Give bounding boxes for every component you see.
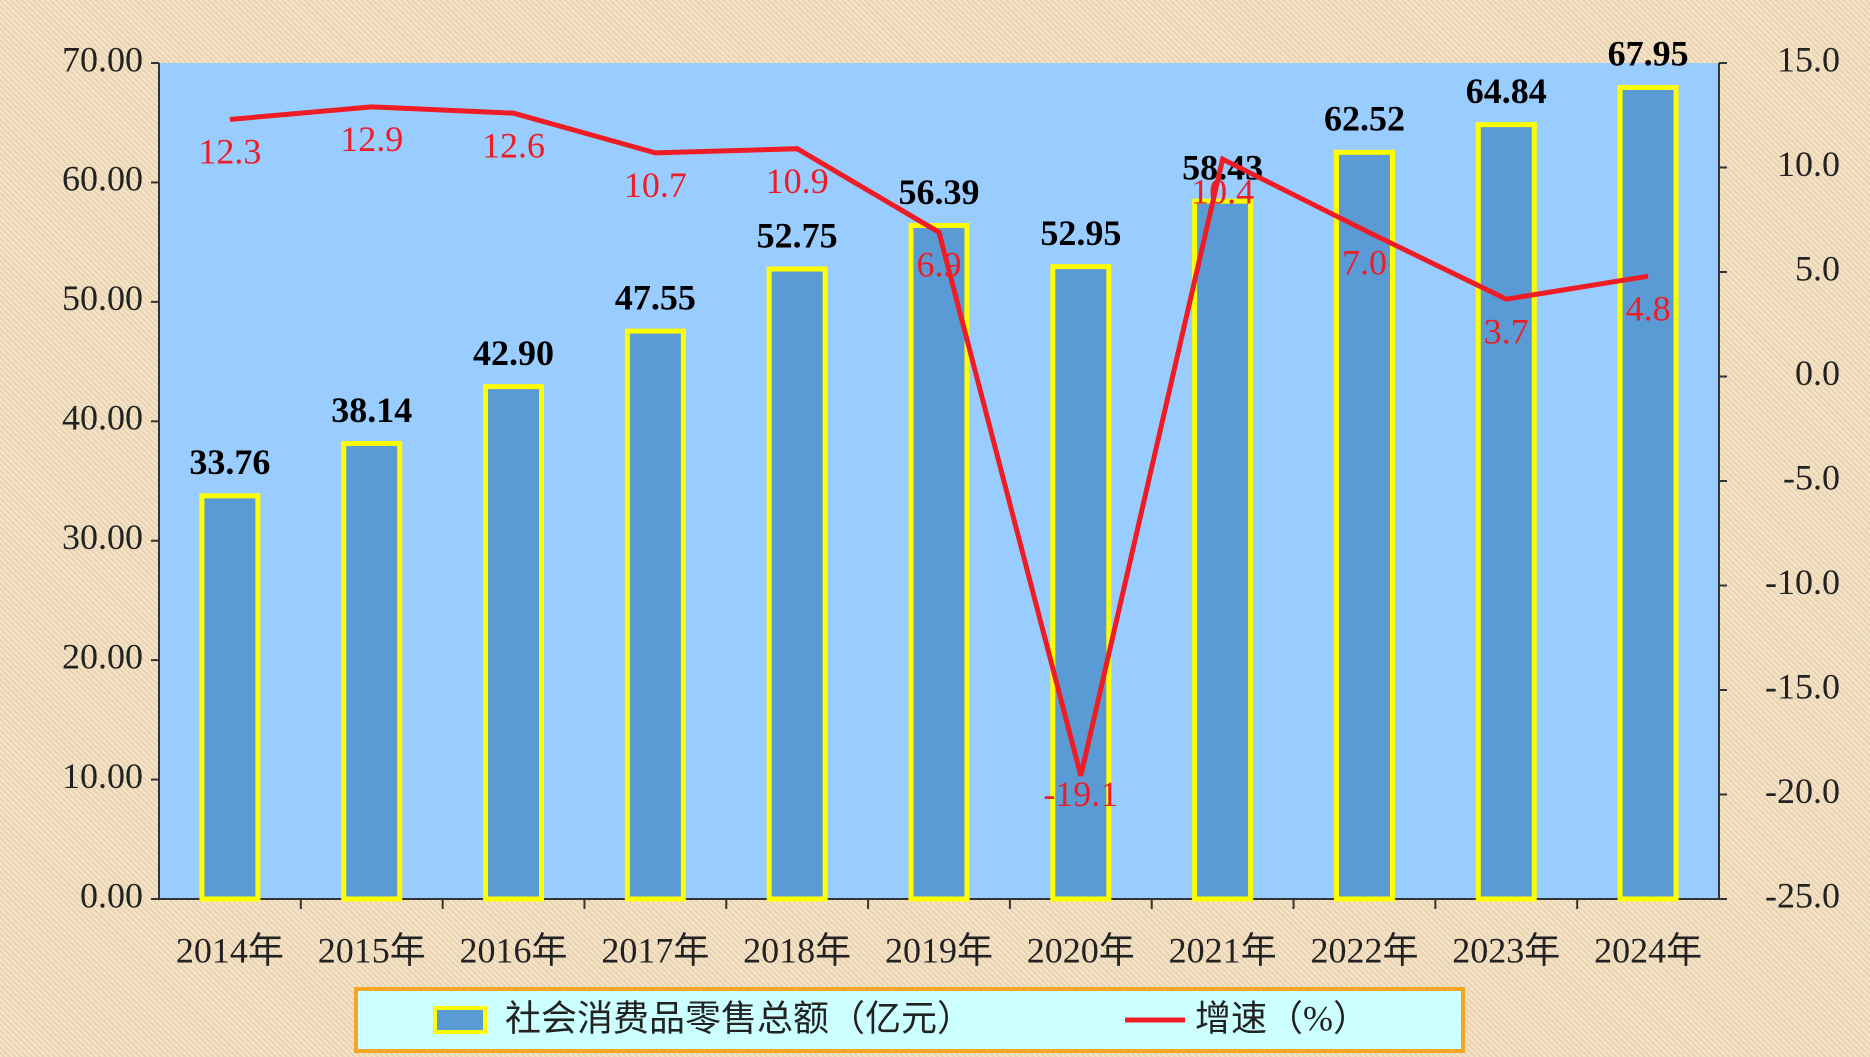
x-tick-label: 2017年 <box>601 930 709 970</box>
legend-label: 社会消费品零售总额（亿元） <box>505 998 973 1038</box>
x-tick-label: 2020年 <box>1027 930 1135 970</box>
line-value-label: 3.7 <box>1484 311 1529 351</box>
line-value-label: -19.1 <box>1043 774 1118 814</box>
line-value-label: 4.8 <box>1626 288 1671 328</box>
y-tick-label: 0.00 <box>80 875 143 915</box>
y2-tick-label: -25.0 <box>1765 875 1840 915</box>
bar-value-label: 64.84 <box>1466 71 1547 111</box>
bar-value-label: 52.95 <box>1040 213 1121 253</box>
x-tick-label: 2016年 <box>460 930 568 970</box>
bar <box>908 223 970 902</box>
y-tick-label: 10.00 <box>62 756 143 796</box>
bar-value-label: 33.76 <box>189 442 270 482</box>
bar <box>483 384 545 902</box>
legend-box <box>354 987 1465 1053</box>
y-tick-label: 40.00 <box>62 398 143 438</box>
y2-tick-label: 0.0 <box>1795 353 1840 393</box>
y2-tick-label: 10.0 <box>1777 144 1840 184</box>
line-value-label: 12.9 <box>340 119 403 159</box>
y2-tick-label: -5.0 <box>1783 457 1840 497</box>
y2-tick-label: -20.0 <box>1765 771 1840 811</box>
bar-value-label: 47.55 <box>615 277 696 317</box>
x-tick-label: 2023年 <box>1452 930 1560 970</box>
legend-label: 增速（%） <box>1195 998 1369 1038</box>
y2-tick-label: 5.0 <box>1795 248 1840 288</box>
x-tick-label: 2018年 <box>743 930 851 970</box>
x-tick-label: 2024年 <box>1594 930 1702 970</box>
legend-swatch <box>433 1006 487 1034</box>
bar-value-label: 52.75 <box>757 215 838 255</box>
bar-value-label: 56.39 <box>899 172 980 212</box>
line-value-label: 12.6 <box>482 125 545 165</box>
x-tick-label: 2022年 <box>1310 930 1418 970</box>
y-tick-label: 60.00 <box>62 159 143 199</box>
y2-tick-label: -10.0 <box>1765 562 1840 602</box>
bar <box>1192 198 1254 902</box>
bar <box>1050 264 1112 902</box>
y2-tick-label: -15.0 <box>1765 666 1840 706</box>
y-tick-label: 20.00 <box>62 636 143 676</box>
bar-value-label: 42.90 <box>473 333 554 373</box>
x-tick-label: 2021年 <box>1169 930 1277 970</box>
line-value-label: 10.4 <box>1191 171 1254 211</box>
bar <box>624 328 686 902</box>
bar <box>1475 122 1537 902</box>
x-tick-label: 2019年 <box>885 930 993 970</box>
line <box>229 104 1649 777</box>
bar-value-label: 38.14 <box>331 390 412 430</box>
x-tick-label: 2015年 <box>318 930 426 970</box>
bar <box>1617 84 1679 902</box>
y-tick-label: 30.00 <box>62 517 143 557</box>
bar <box>766 266 828 902</box>
x-tick-label: 2014年 <box>176 930 284 970</box>
bar <box>341 440 403 902</box>
bar-value-label: 62.52 <box>1324 99 1405 139</box>
y-tick-label: 50.00 <box>62 278 143 318</box>
line-value-label: 7.0 <box>1342 242 1387 282</box>
line-value-label: 10.7 <box>624 165 687 205</box>
bar-value-label: 67.95 <box>1608 34 1689 74</box>
y-tick-label: 70.00 <box>62 39 143 79</box>
line-value-label: 10.9 <box>766 161 829 201</box>
y2-tick-label: 15.0 <box>1777 39 1840 79</box>
bar <box>199 493 261 902</box>
line-value-label: 12.3 <box>198 132 261 172</box>
bar <box>1333 149 1395 902</box>
line-value-label: 6.9 <box>917 245 962 285</box>
